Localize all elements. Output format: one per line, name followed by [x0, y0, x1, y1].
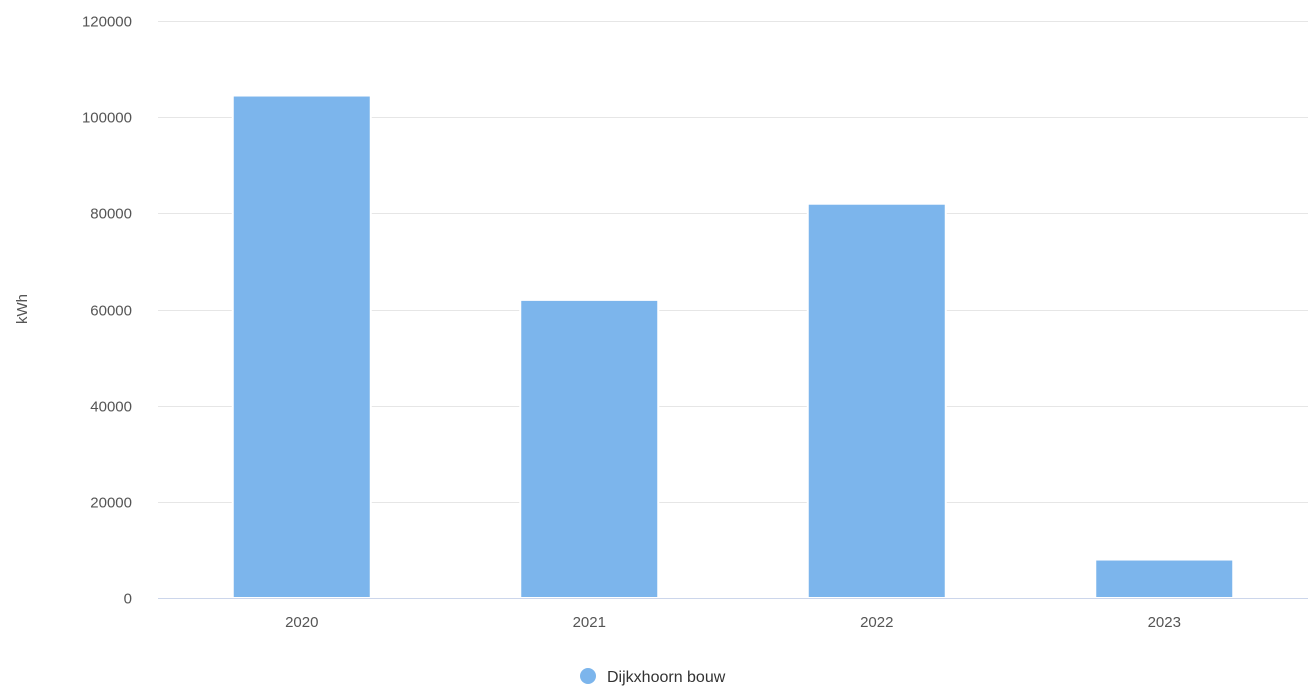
y-tick-label: 100000	[82, 110, 132, 127]
x-tick-label: 2021	[573, 614, 606, 631]
y-tick-label: 20000	[90, 495, 132, 512]
legend[interactable]: Dijkxhoorn bouw	[580, 668, 726, 686]
y-tick-label: 120000	[82, 14, 132, 31]
legend-label: Dijkxhoorn bouw	[607, 669, 726, 686]
x-tick-label: 2020	[285, 614, 318, 631]
y-tick-label: 60000	[90, 303, 132, 320]
y-axis-title: kWh	[14, 294, 31, 324]
x-tick-label: 2022	[860, 614, 893, 631]
bars	[231, 94, 1235, 599]
bar-2022[interactable]	[806, 202, 947, 599]
legend-swatch-icon	[580, 668, 596, 684]
bar-2020[interactable]	[231, 94, 372, 599]
bar-2023[interactable]	[1094, 558, 1235, 599]
y-tick-label: 80000	[90, 206, 132, 223]
y-tick-label: 40000	[90, 399, 132, 416]
y-tick-label: 0	[124, 591, 132, 608]
x-tick-label: 2023	[1148, 614, 1181, 631]
axes: 0 20000 40000 60000 80000 100000 120000 2020 202…	[82, 14, 1308, 631]
bar-2021[interactable]	[519, 298, 660, 599]
